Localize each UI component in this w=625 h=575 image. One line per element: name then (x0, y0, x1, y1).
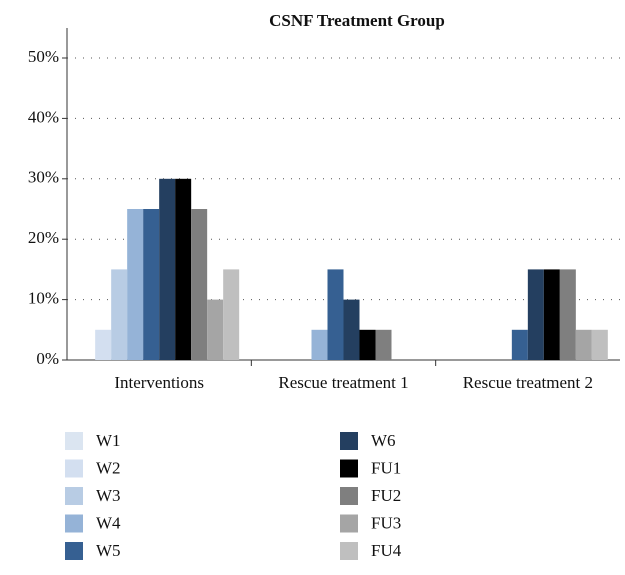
legend-swatch (65, 487, 83, 505)
legend-swatch (65, 514, 83, 533)
legend-label: W2 (96, 458, 121, 477)
bar (591, 329, 608, 360)
bar (159, 178, 176, 360)
bar (143, 209, 160, 360)
bar (375, 329, 392, 360)
bar (327, 269, 344, 360)
legend-label: W1 (96, 431, 121, 450)
legend-swatch (65, 542, 83, 560)
legend-label: FU1 (371, 458, 401, 477)
bar (543, 269, 560, 360)
legend-swatch (340, 487, 358, 505)
legend-label: W6 (371, 431, 396, 450)
x-tick-label: Interventions (114, 373, 204, 392)
bar (207, 299, 224, 360)
y-tick-label: 40% (28, 107, 59, 126)
legend-label: W5 (96, 541, 121, 560)
bar (127, 209, 144, 360)
bar (527, 269, 544, 360)
legend-swatch (340, 514, 358, 533)
legend-label: W4 (96, 513, 121, 532)
bar (191, 209, 208, 360)
legend-label: FU3 (371, 513, 401, 532)
y-tick-label: 0% (36, 349, 59, 368)
x-tick-label: Rescue treatment 1 (278, 373, 408, 392)
y-tick-label: 30% (28, 168, 59, 187)
bar (575, 329, 592, 360)
legend-swatch (340, 542, 358, 560)
bar (511, 329, 528, 360)
legend-label: FU2 (371, 486, 401, 505)
bar (175, 178, 192, 360)
bar (311, 329, 328, 360)
x-tick-label: Rescue treatment 2 (463, 373, 593, 392)
legend-swatch (65, 459, 83, 478)
legend-swatch (65, 432, 83, 450)
y-tick-label: 50% (28, 47, 59, 66)
bar (359, 329, 376, 360)
legend-label: FU4 (371, 541, 402, 560)
bar (111, 269, 128, 360)
y-tick-label: 10% (28, 289, 59, 308)
bar (95, 329, 112, 360)
chart-title: CSNF Treatment Group (269, 11, 445, 30)
bar (343, 299, 360, 360)
legend-label: W3 (96, 486, 121, 505)
y-tick-label: 20% (28, 228, 59, 247)
legend-swatch (340, 459, 358, 478)
bar (559, 269, 576, 360)
bar (223, 269, 240, 360)
legend-swatch (340, 432, 358, 450)
